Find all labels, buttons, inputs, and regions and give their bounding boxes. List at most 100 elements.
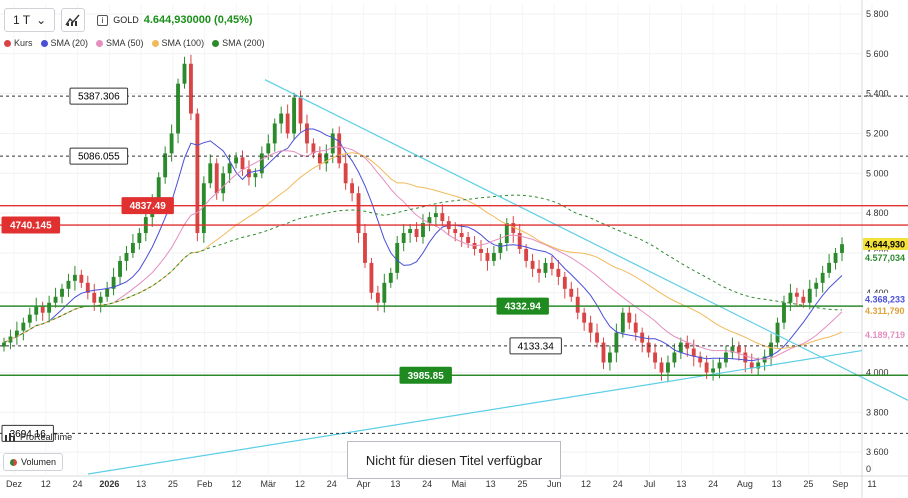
- legend-dot-icon: [4, 39, 11, 47]
- candle-body: [633, 322, 638, 333]
- x-tick-label: 2026: [99, 479, 119, 489]
- y-tick-label: 3.600: [866, 447, 889, 457]
- level-tag: [1, 216, 61, 234]
- sma-200-line: [3, 194, 843, 344]
- price-label-text: 4.189,719: [865, 330, 905, 340]
- candle-body: [414, 229, 419, 238]
- candle-body: [324, 153, 329, 164]
- legend-item[interactable]: SMA (100): [151, 38, 204, 48]
- legend-label: SMA (200): [222, 38, 265, 48]
- candle-body: [201, 183, 206, 234]
- candle-body: [459, 233, 464, 238]
- candle-body: [14, 330, 19, 337]
- candle-body: [524, 248, 529, 261]
- candle-body: [653, 352, 657, 363]
- candle-body: [285, 113, 290, 134]
- x-tick-label: Mai: [452, 479, 467, 489]
- candle-body: [801, 296, 806, 303]
- candle-body: [537, 268, 541, 273]
- candle-body: [2, 342, 6, 347]
- candle-body: [395, 242, 400, 273]
- candle-body: [698, 356, 703, 363]
- volume-label: Volumen: [21, 457, 57, 467]
- candle-body: [60, 288, 64, 297]
- candle-body: [743, 352, 748, 363]
- candle-body: [814, 282, 819, 289]
- x-tick-label: 13: [772, 479, 782, 489]
- candle-body: [176, 83, 180, 134]
- price-label-tag: [863, 293, 908, 306]
- candle-body: [730, 346, 735, 353]
- candle-body: [511, 223, 516, 234]
- candle-body: [240, 157, 245, 170]
- level-tag-label: 5387.306: [78, 92, 120, 103]
- candle-body: [111, 276, 116, 289]
- candle-body: [827, 262, 832, 273]
- candle-body: [253, 173, 258, 178]
- legend-item[interactable]: Kurs: [4, 38, 33, 48]
- candle-body: [627, 312, 632, 323]
- candle-body: [678, 342, 683, 353]
- legend-label: SMA (50): [106, 38, 144, 48]
- x-tick-label: 12: [295, 479, 305, 489]
- instrument-price: 4.644,930000 (0,45%): [143, 14, 253, 26]
- candle-body: [479, 248, 483, 253]
- candle-body: [724, 352, 728, 363]
- x-tick-label: 13: [676, 479, 686, 489]
- candle-body: [453, 229, 458, 234]
- chart-type-button[interactable]: [61, 8, 86, 32]
- y-tick-label: 5.400: [866, 89, 889, 99]
- legend-dot-icon: [96, 39, 104, 47]
- candle-body: [34, 306, 39, 315]
- candle-body: [820, 272, 825, 283]
- level-tag-label: 3985.85: [408, 371, 445, 382]
- level-tag-label: 5086.055: [78, 152, 120, 163]
- legend-item[interactable]: SMA (200): [212, 38, 265, 48]
- x-tick-label: 13: [136, 479, 146, 489]
- candle-body: [305, 123, 309, 144]
- volume-toggle[interactable]: Volumen: [3, 453, 64, 471]
- candle-body: [672, 352, 677, 363]
- candle-body: [208, 163, 213, 184]
- sma-50-line: [3, 146, 843, 360]
- candle-body: [156, 177, 161, 204]
- x-tick-label: 24: [613, 479, 623, 489]
- chart-type-icon: [65, 14, 80, 26]
- not-available-text: Nicht für diesen Titel verfügbar: [365, 452, 543, 468]
- candle-body: [840, 244, 844, 253]
- candle-body: [807, 288, 812, 303]
- candle-body: [794, 292, 799, 297]
- candle-body: [363, 233, 367, 263]
- x-tick-label: 25: [168, 479, 178, 489]
- candle-body: [124, 252, 129, 261]
- candle-body: [105, 288, 110, 297]
- legend-dot-icon: [40, 39, 48, 47]
- x-tick-label: 12: [41, 479, 51, 489]
- level-tag-label: 4133.34: [518, 341, 555, 352]
- candle-body: [388, 272, 393, 283]
- candle-body: [427, 217, 432, 224]
- price-label-tag: [863, 328, 908, 341]
- price-label-text: 4.311,790: [865, 306, 905, 316]
- instrument-info: i GOLD 4.644,930000 (0,45%): [97, 14, 253, 26]
- sma-100-line: [3, 152, 843, 350]
- toolbar: 1 T ⌄ i GOLD 4.644,930000 (0,45%): [4, 8, 253, 32]
- candle-body: [137, 233, 142, 243]
- candle-body: [588, 322, 593, 333]
- candle-body: [259, 153, 264, 174]
- candle-body: [646, 342, 651, 353]
- x-tick-label: Feb: [197, 479, 213, 489]
- candle-body: [491, 252, 496, 261]
- candle-body: [659, 362, 664, 373]
- price-label-tag: [863, 304, 908, 317]
- legend-item[interactable]: SMA (50): [96, 38, 144, 48]
- candle-body: [666, 362, 670, 373]
- candle-body: [234, 157, 238, 164]
- candle-body: [169, 133, 174, 154]
- timeframe-select[interactable]: 1 T ⌄: [4, 8, 56, 32]
- x-tick-label: 24: [422, 479, 432, 489]
- x-tick-label: Dez: [6, 479, 23, 489]
- candle-body: [382, 282, 387, 303]
- legend-item[interactable]: SMA (20): [40, 38, 88, 48]
